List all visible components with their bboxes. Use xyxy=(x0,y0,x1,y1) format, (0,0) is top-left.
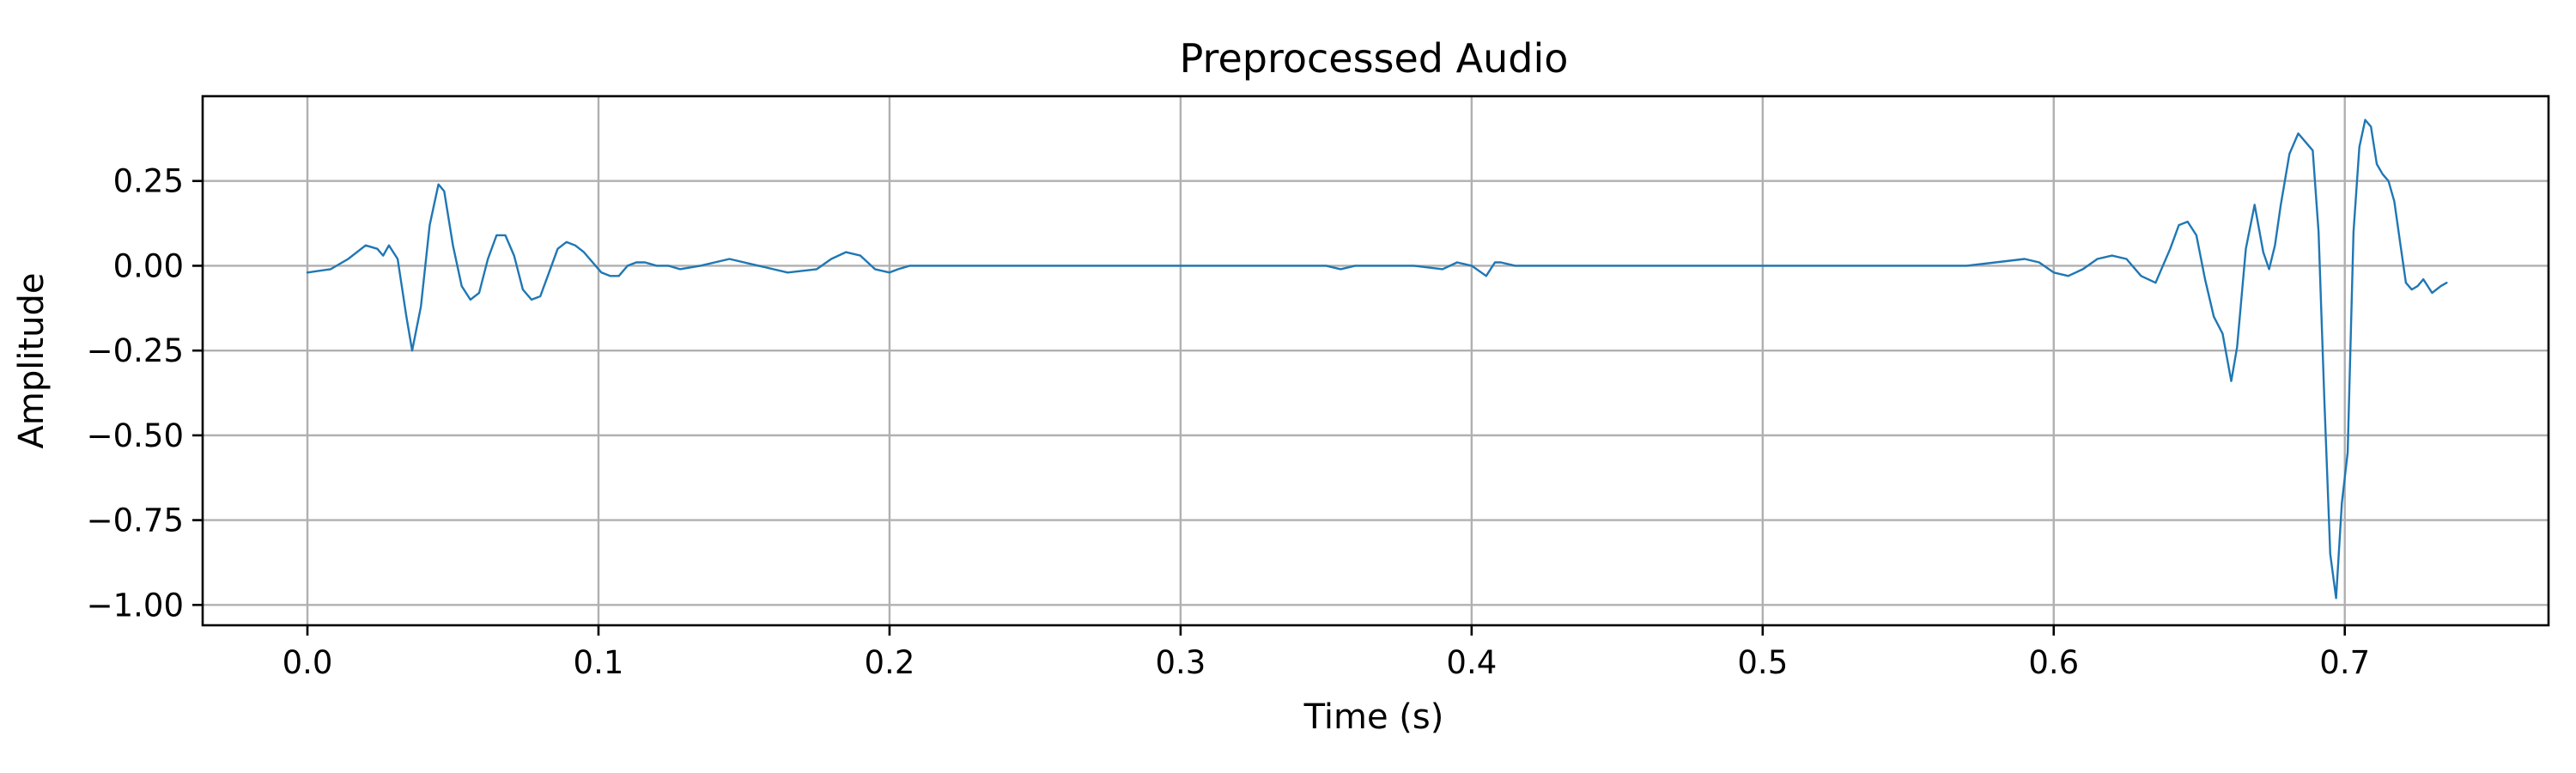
waveform-line xyxy=(306,119,2448,600)
x-tick-label: 0.0 xyxy=(283,644,333,681)
y-tick-label: 0.00 xyxy=(113,247,184,284)
y-tick-label: 0.25 xyxy=(113,163,184,200)
y-tick-label: −1.00 xyxy=(87,587,184,624)
y-axis-label: Amplitude xyxy=(12,273,52,449)
chart-title: Preprocessed Audio xyxy=(1180,35,1569,82)
x-tick-label: 0.1 xyxy=(574,644,624,681)
x-tick-label: 0.2 xyxy=(865,644,915,681)
tick-layer: 0.0 0.1 0.2 0.3 0.4 0.5 0.6 0.7 0.25 0.00 −0.25 −0.… xyxy=(87,163,2371,681)
y-tick-label: −0.50 xyxy=(87,417,184,454)
x-tick-label: 0.5 xyxy=(1737,644,1788,681)
x-tick-label: 0.7 xyxy=(2319,644,2370,681)
y-tick-label: −0.75 xyxy=(87,502,184,539)
plot-frame xyxy=(201,94,2550,627)
x-tick-label: 0.4 xyxy=(1446,644,1497,681)
x-tick-label: 0.6 xyxy=(2028,644,2079,681)
grid-layer xyxy=(203,96,2549,625)
x-tick-label: 0.3 xyxy=(1155,644,1206,681)
y-tick-label: −0.25 xyxy=(87,332,184,369)
x-axis-label: Time (s) xyxy=(1303,697,1444,737)
